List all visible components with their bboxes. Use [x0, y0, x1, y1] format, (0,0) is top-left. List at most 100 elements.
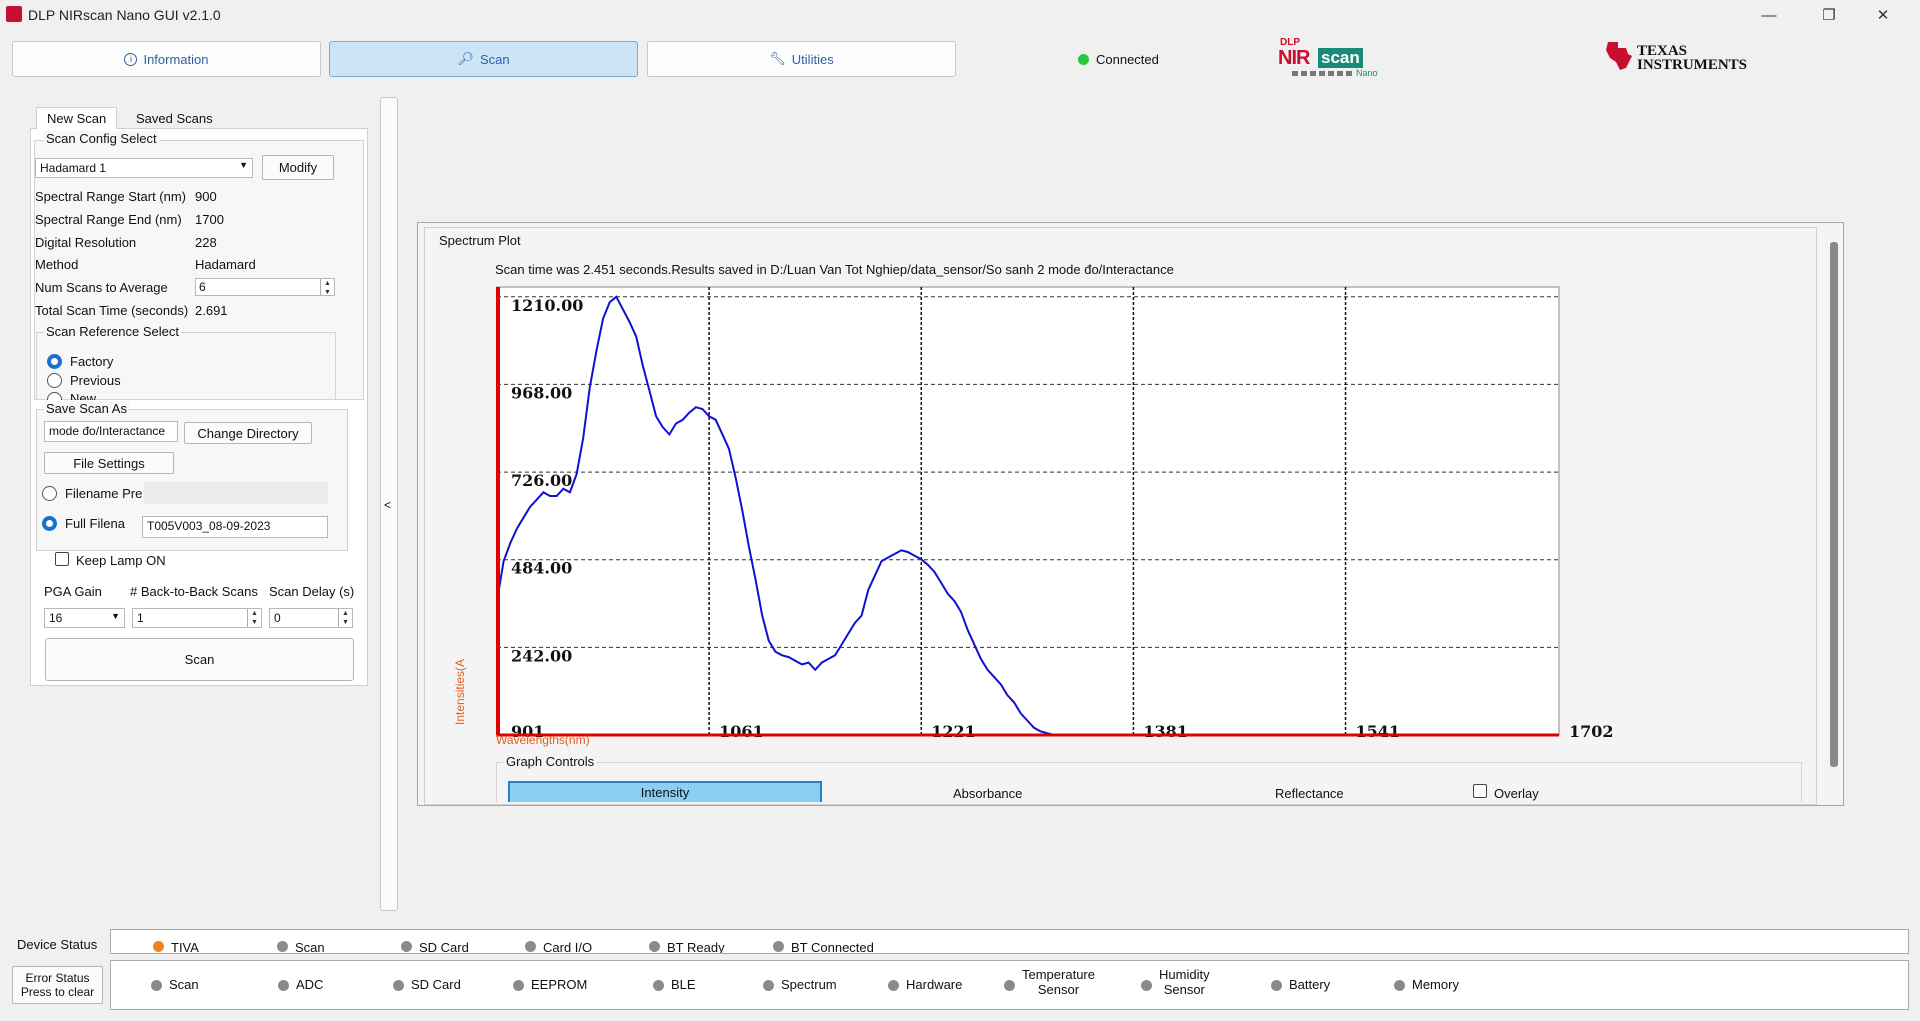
error-status-clear-button[interactable]: Error Status Press to clear	[12, 966, 103, 1004]
spectrum-plot-title: Spectrum Plot	[436, 233, 524, 248]
y-tick-label: 1210.00	[511, 296, 583, 315]
error-status-item-label: Temperature	[1022, 967, 1095, 982]
config-select[interactable]: Hadamard 1 ▼	[35, 158, 253, 178]
spectrum-group	[424, 227, 1817, 805]
error-status-led	[763, 980, 774, 991]
scan-delay-value: 0	[274, 611, 281, 625]
x-tick-label: 1061	[719, 722, 764, 741]
ti-state-icon	[1606, 42, 1632, 70]
change-directory-button[interactable]: Change Directory	[184, 422, 312, 444]
restore-button[interactable]: ❐	[1822, 7, 1836, 24]
chevron-down-icon: ▼	[239, 160, 248, 170]
connection-status-led	[1078, 54, 1089, 65]
overlay-label: Overlay	[1494, 786, 1539, 801]
filename-prefix-radio[interactable]	[42, 486, 57, 501]
scrollbar[interactable]	[1830, 242, 1838, 767]
digital-resolution-label: Digital Resolution	[35, 235, 137, 250]
range-start-value: 900	[195, 189, 217, 204]
series-line	[496, 295, 1140, 736]
absorbance-button[interactable]: Absorbance	[953, 786, 1023, 801]
file-settings-button[interactable]: File Settings	[44, 452, 174, 474]
back-to-back-input[interactable]: 1 ▲ ▼	[132, 608, 262, 628]
scan-button[interactable]: Scan	[45, 638, 354, 681]
device-status-items: TIVA Scan SD Card Card I/O BT Ready BT Connec…	[111, 930, 1908, 954]
app-icon	[6, 6, 22, 22]
error-status-item-label-line2: Sensor	[1037, 982, 1080, 997]
filename-prefix-label: Filename Pre	[65, 486, 143, 501]
digital-resolution-value: 228	[195, 235, 217, 250]
minimize-button[interactable]: —	[1761, 6, 1777, 24]
device-status-led	[401, 941, 412, 952]
num-scans-input[interactable]: 6 ▲ ▼	[195, 278, 335, 296]
tab-new-scan[interactable]: New Scan	[36, 107, 118, 129]
ti-line1: Texas	[1637, 43, 1688, 59]
logo-bars	[1292, 71, 1352, 76]
error-status-item: Battery	[1289, 977, 1331, 992]
texas-instruments-logo: Texas Instruments	[1604, 40, 1754, 80]
plot-area	[496, 286, 1560, 736]
tab-saved-scans[interactable]: Saved Scans	[136, 111, 213, 126]
graph-controls-group	[496, 762, 1802, 802]
error-status-led	[151, 980, 162, 991]
collapse-panel-button[interactable]: <	[380, 97, 398, 911]
filename-prefix-input[interactable]	[144, 482, 328, 504]
directory-input[interactable]: mode đo/Interactance	[44, 421, 178, 442]
scan-reference-group: Factory Previous New	[36, 332, 336, 400]
error-status-item: Spectrum	[781, 977, 837, 992]
new-radio[interactable]	[47, 392, 62, 400]
scan-delay-spinner[interactable]: ▲ ▼	[338, 609, 352, 627]
device-status-item-label: TIVA	[171, 940, 199, 954]
press-to-clear-label: Press to clear	[20, 985, 95, 999]
error-status-item: ADC	[296, 977, 324, 992]
modify-button[interactable]: Modify	[262, 155, 334, 180]
pga-gain-label: PGA Gain	[44, 584, 102, 599]
scan-config-group	[34, 140, 364, 400]
nirscan-nano-logo: DLP NIR scan Nano	[1278, 37, 1388, 82]
device-status-led	[153, 941, 164, 952]
scan-result-message: Scan time was 2.451 seconds.Results save…	[495, 262, 1174, 277]
total-scan-time-value: 2.691	[195, 303, 228, 318]
factory-radio[interactable]	[47, 354, 62, 369]
error-status-led	[1394, 980, 1405, 991]
error-status-led	[1141, 980, 1152, 991]
scan-nav-button[interactable]: 🔎︎ Scan	[329, 41, 638, 77]
full-filename-input[interactable]: T005V003_08-09-2023	[142, 516, 328, 538]
window-title: DLP NIRscan Nano GUI v2.1.0	[28, 7, 221, 23]
error-status-led	[278, 980, 289, 991]
method-label: Method	[35, 257, 79, 272]
device-status-bar: TIVA Scan SD Card Card I/O BT Ready BT Connec…	[110, 929, 1909, 954]
information-button[interactable]: i Information	[12, 41, 321, 77]
intensity-button[interactable]: Intensity	[508, 781, 822, 802]
full-filename-radio[interactable]	[42, 516, 57, 531]
scan-delay-input[interactable]: 0 ▲ ▼	[269, 608, 353, 628]
previous-label: Previous	[70, 373, 121, 388]
back-to-back-spinner[interactable]: ▲ ▼	[247, 609, 261, 627]
error-status-item: Temperature Sensor	[1022, 967, 1095, 997]
scan-config-title: Scan Config Select	[44, 131, 159, 146]
save-scan-title: Save Scan As	[44, 401, 129, 416]
error-status-led	[888, 980, 899, 991]
num-scans-label: Num Scans to Average	[35, 280, 168, 295]
y-tick-label: 484.00	[511, 559, 572, 578]
scan-reference-title: Scan Reference Select	[44, 324, 181, 339]
graph-controls-title: Graph Controls	[503, 754, 598, 769]
overlay-checkbox[interactable]	[1473, 784, 1487, 798]
previous-radio[interactable]	[47, 373, 62, 388]
info-icon: i	[124, 52, 138, 66]
keep-lamp-checkbox[interactable]	[55, 552, 69, 566]
information-label: Information	[143, 51, 209, 67]
close-button[interactable]: ✕	[1876, 7, 1890, 24]
pga-gain-select[interactable]: 16 ▼	[44, 608, 125, 628]
x-tick-label: 1381	[1143, 722, 1188, 741]
x-tick-label: 1221	[931, 722, 976, 741]
device-status-led	[649, 941, 660, 952]
logo-nano: Nano	[1356, 68, 1378, 78]
config-select-value: Hadamard 1	[40, 161, 107, 175]
series-group	[496, 295, 1140, 736]
num-scans-spinner[interactable]: ▲ ▼	[320, 279, 334, 295]
title-bar	[0, 0, 1920, 30]
x-tick-label: 1541	[1356, 722, 1401, 741]
error-status-item: EEPROM	[531, 977, 588, 992]
reflectance-button[interactable]: Reflectance	[1275, 786, 1344, 801]
utilities-button[interactable]: 🔧︎ Utilities	[647, 41, 956, 77]
